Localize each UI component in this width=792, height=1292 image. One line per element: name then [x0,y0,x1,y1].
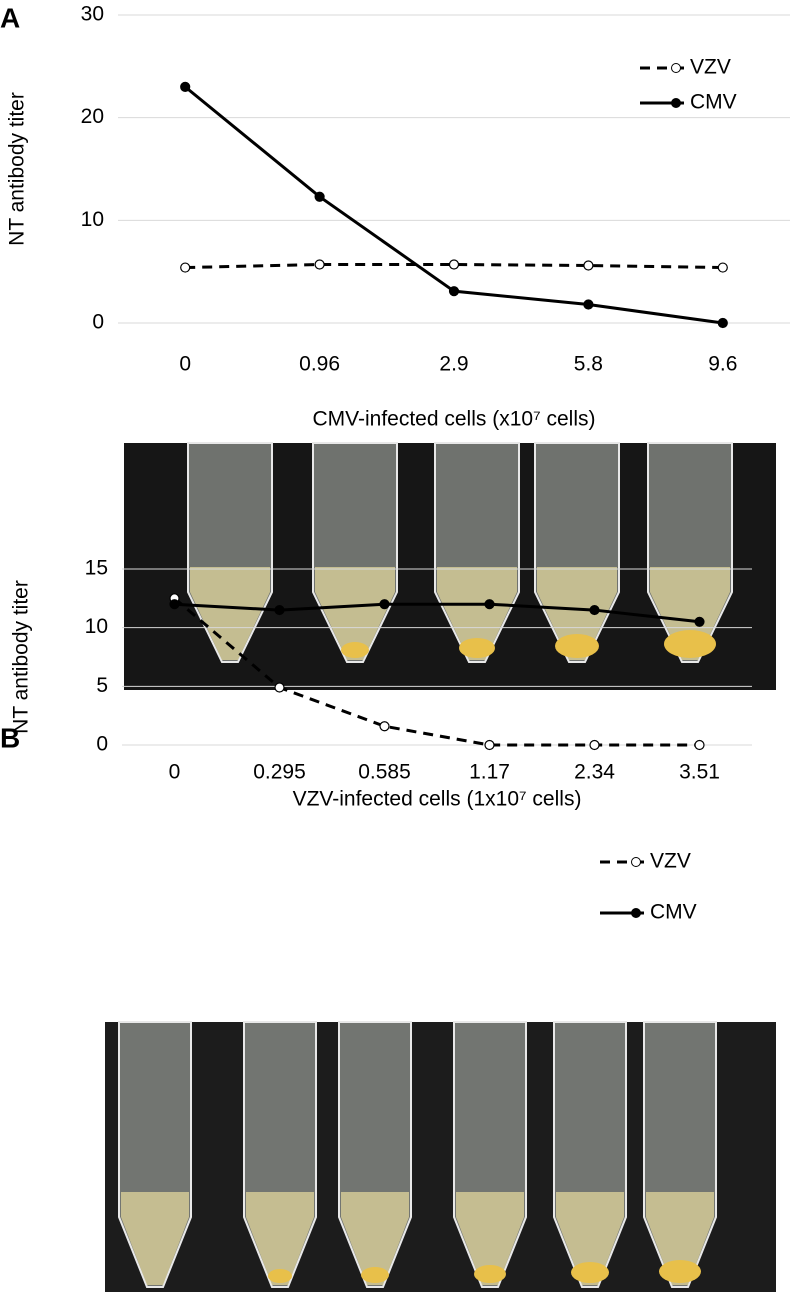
liquid [456,1192,524,1285]
x-tick-label: 0.585 [358,761,411,784]
point [583,299,594,310]
legend-label: VZV [650,850,691,873]
point [379,599,390,610]
point [583,260,594,271]
y-tick-label: 5 [96,674,108,697]
point [274,604,285,616]
y-tick-label: 20 [81,105,104,128]
pellet [555,634,599,658]
liquid [650,567,730,660]
series-line [185,262,723,270]
point [379,721,390,732]
x-tick-label: 0 [179,353,191,376]
liquid [556,1192,624,1285]
y-tick-label: 0 [92,311,104,334]
y-axis-title: NT antibody titer [10,580,33,734]
liquid [437,567,517,660]
legend-marker [671,63,681,73]
legend-label: VZV [690,56,731,79]
series-line [174,602,700,624]
point [589,604,600,616]
x-tick-label: 5.8 [574,353,603,376]
point [180,262,191,273]
liquid [537,567,617,660]
legend-label: CMV [650,901,697,924]
point [589,739,600,751]
y-tick-label: 30 [81,3,104,26]
point [717,262,728,273]
point [448,286,460,297]
pellet [341,642,369,658]
x-tick-label: 0 [169,761,181,784]
point [314,191,325,202]
y-tick-label: 0 [96,733,108,756]
x-tick-label: 9.6 [708,353,737,376]
pellet [268,1269,292,1283]
liquid [190,567,270,660]
point [694,616,705,627]
legend-label: CMV [690,91,737,114]
point [314,259,325,270]
panel-label: A [0,2,20,33]
pellet [659,1260,701,1283]
panel-label: B [0,722,20,753]
liquid [646,1192,714,1285]
x-tick-label: 0.295 [253,761,306,784]
x-tick-label: 2.34 [574,761,615,784]
legend-marker [671,98,681,108]
liquid [246,1192,314,1285]
y-tick-label: 15 [85,557,108,580]
x-axis-title: VZV-infected cells (1x10⁷ cells) [293,788,582,811]
x-tick-label: 1.17 [469,761,510,784]
point [169,599,180,610]
y-axis-title: NT antibody titer [6,92,29,246]
x-axis-title: CMV-infected cells (x10⁷ cells) [312,408,595,431]
x-tick-label: 3.51 [679,761,720,784]
x-tick-label: 2.9 [439,353,468,376]
liquid [315,567,395,660]
y-tick-label: 10 [81,208,104,231]
pellet [571,1262,609,1283]
pellet [474,1265,506,1283]
legend-marker [631,857,641,867]
x-tick-label: 0.96 [299,353,340,376]
point [180,81,191,92]
point [694,739,705,751]
point [484,739,495,751]
series-line [173,597,700,747]
legend-marker [631,908,641,918]
pellet [664,630,716,658]
liquid [341,1192,409,1285]
point [717,317,728,329]
y-tick-label: 10 [85,615,108,638]
point [274,682,285,693]
point [484,599,495,610]
pellet [361,1267,389,1283]
point [448,259,460,270]
pellet [459,638,495,658]
liquid [121,1192,189,1285]
